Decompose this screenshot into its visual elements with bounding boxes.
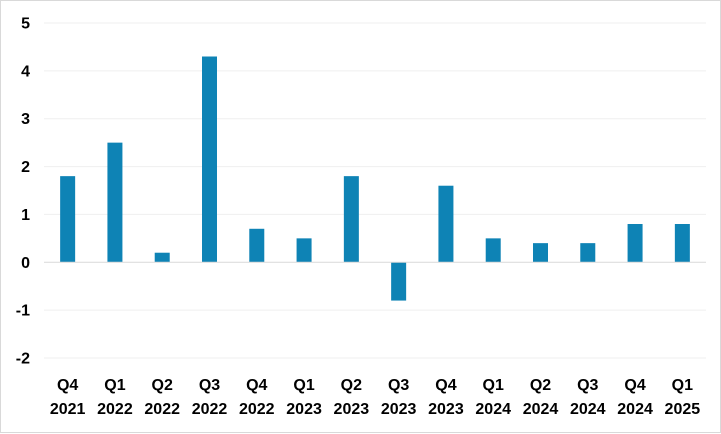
x-tick-quarter: Q4 <box>57 377 78 394</box>
x-tick-year: 2022 <box>239 401 275 418</box>
x-tick-quarter: Q4 <box>435 377 456 394</box>
x-tick-year: 2021 <box>50 401 86 418</box>
x-category-label: Q2 2024 <box>523 377 559 418</box>
x-category-label: Q3 2022 <box>192 377 228 418</box>
bar <box>107 142 123 263</box>
x-tick-year: 2024 <box>570 401 606 418</box>
bar <box>343 176 359 263</box>
x-tick-quarter: Q4 <box>624 377 645 394</box>
y-tick-label: -1 <box>16 303 30 320</box>
y-tick-label: -2 <box>16 351 30 368</box>
x-tick-quarter: Q1 <box>483 377 504 394</box>
x-category-label: Q1 2025 <box>665 377 701 418</box>
bar <box>391 262 407 301</box>
bar <box>296 238 312 263</box>
x-axis-category-labels: Q4 2021 Q1 2022 Q2 2022 Q3 2022 Q4 2022 Q1 2023 Q2 20… <box>50 377 700 418</box>
x-tick-year: 2024 <box>475 401 511 418</box>
y-tick-label: 0 <box>21 255 30 272</box>
bar <box>154 252 170 263</box>
x-category-label: Q2 2022 <box>144 377 180 418</box>
x-tick-quarter: Q3 <box>199 377 220 394</box>
x-category-label: Q3 2024 <box>570 377 606 418</box>
bar <box>249 228 265 263</box>
y-tick-label: 3 <box>21 111 30 128</box>
x-tick-quarter: Q1 <box>104 377 125 394</box>
y-axis-tick-labels: -2 -1 0 1 2 3 4 5 <box>16 16 30 368</box>
x-tick-year: 2023 <box>428 401 464 418</box>
x-tick-year: 2022 <box>192 401 228 418</box>
y-tick-label: 4 <box>21 63 30 80</box>
x-category-label: Q4 2024 <box>617 377 653 418</box>
y-tick-label: 5 <box>21 16 30 33</box>
bar <box>485 238 501 263</box>
x-tick-year: 2022 <box>97 401 133 418</box>
x-category-label: Q3 2023 <box>381 377 417 418</box>
x-tick-quarter: Q2 <box>341 377 362 394</box>
bar <box>674 224 690 263</box>
x-tick-year: 2022 <box>144 401 180 418</box>
x-category-label: Q4 2023 <box>428 377 464 418</box>
x-tick-year: 2023 <box>381 401 417 418</box>
bar <box>580 243 596 263</box>
gridlines <box>44 22 706 359</box>
x-category-label: Q4 2022 <box>239 377 275 418</box>
x-category-label: Q1 2022 <box>97 377 133 418</box>
bar <box>627 224 643 263</box>
x-tick-year: 2023 <box>286 401 322 418</box>
x-tick-quarter: Q2 <box>152 377 173 394</box>
x-tick-quarter: Q1 <box>293 377 314 394</box>
x-tick-quarter: Q3 <box>577 377 598 394</box>
x-tick-quarter: Q4 <box>246 377 267 394</box>
x-category-label: Q1 2024 <box>475 377 511 418</box>
y-tick-label: 1 <box>21 207 30 224</box>
x-tick-quarter: Q1 <box>672 377 693 394</box>
bars <box>60 56 690 301</box>
bar <box>438 185 454 263</box>
bar <box>60 176 76 263</box>
x-tick-year: 2025 <box>665 401 701 418</box>
x-category-label: Q2 2023 <box>334 377 370 418</box>
x-category-label: Q1 2023 <box>286 377 322 418</box>
y-tick-label: 2 <box>21 159 30 176</box>
bar <box>202 56 217 263</box>
x-tick-year: 2023 <box>334 401 370 418</box>
x-tick-quarter: Q2 <box>530 377 551 394</box>
x-category-label: Q4 2021 <box>50 377 86 418</box>
x-tick-year: 2024 <box>523 401 559 418</box>
x-tick-quarter: Q3 <box>388 377 409 394</box>
x-tick-year: 2024 <box>617 401 653 418</box>
bar <box>533 243 548 263</box>
